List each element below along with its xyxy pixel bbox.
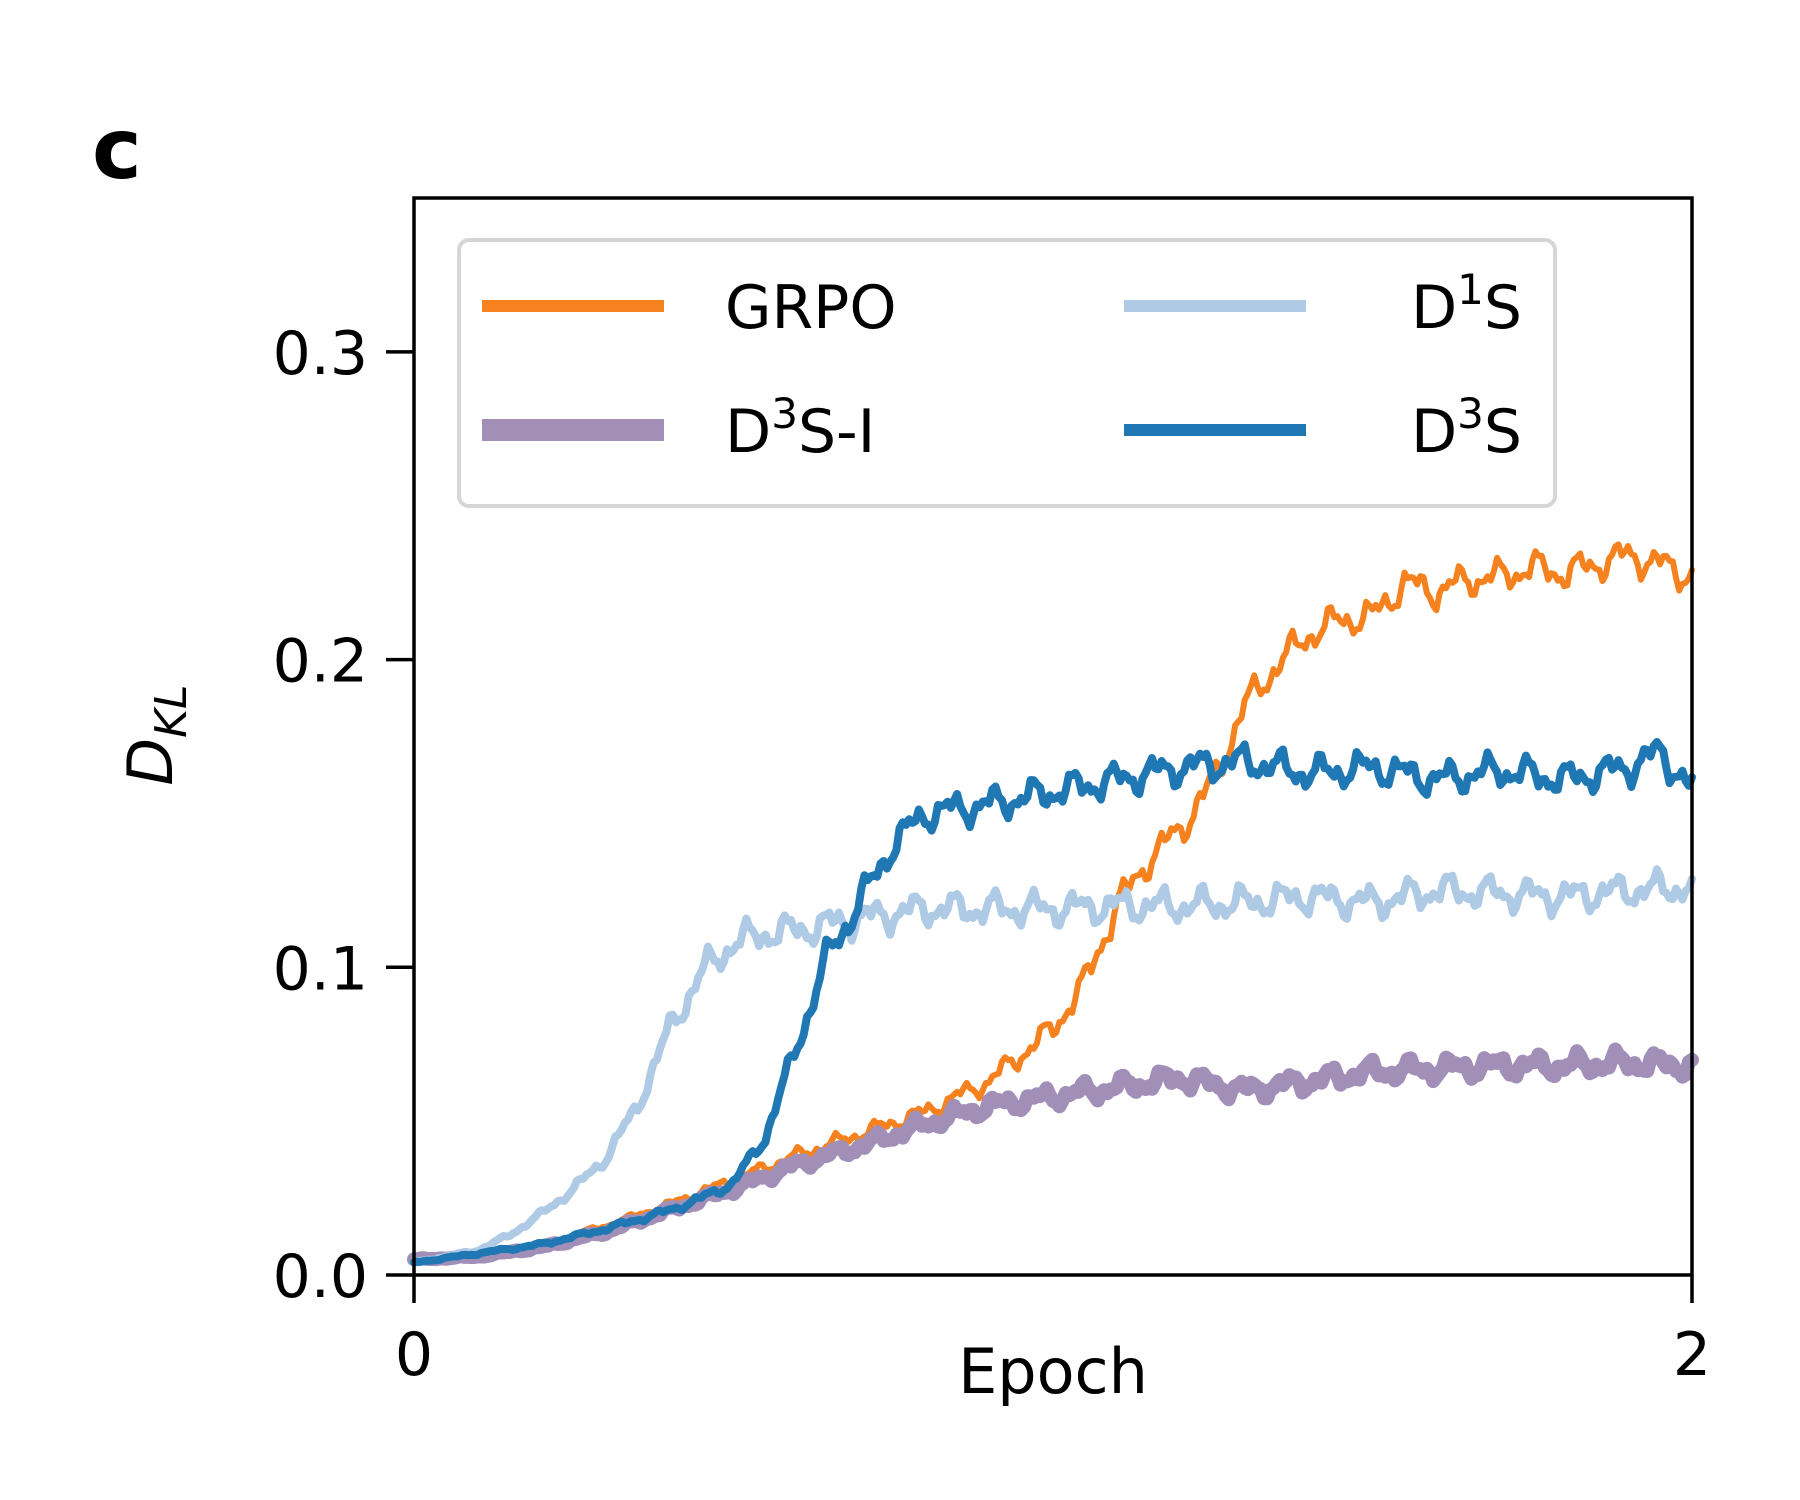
x-tick-label: 0 bbox=[395, 1320, 433, 1390]
legend-item-grpo: GRPO bbox=[482, 273, 897, 343]
legend-item-d3s: D3S bbox=[1124, 389, 1522, 467]
y-axis-label-sub: KL bbox=[146, 684, 197, 737]
series-line-d3s bbox=[410, 738, 1696, 1267]
y-tick-label: 0.1 bbox=[273, 934, 368, 1004]
legend-item-d3s-i: D3S-I bbox=[482, 389, 875, 467]
plot-frame bbox=[412, 196, 1694, 1277]
y-tick-label: 0.3 bbox=[273, 319, 368, 389]
svg-text:DKL: DKL bbox=[114, 684, 197, 785]
y-axis-label-main: D bbox=[114, 738, 187, 786]
legend-label-d3s-i: D3S-I bbox=[725, 389, 875, 467]
legend-label-grpo: GRPO bbox=[725, 273, 897, 343]
legend-frame bbox=[457, 238, 1557, 508]
x-tick-label: 2 bbox=[1673, 1320, 1711, 1390]
y-tick-label: 0.2 bbox=[273, 627, 368, 697]
ticks-layer: 0.0 0.1 0.2 0.3 0 2 bbox=[273, 319, 1712, 1390]
x-axis-label: Epoch bbox=[958, 1335, 1148, 1408]
series-line-d1s bbox=[410, 865, 1696, 1267]
legend-item-d1s: D1S bbox=[1124, 265, 1522, 343]
y-axis-label: DKL bbox=[114, 684, 197, 785]
panel-label: c bbox=[92, 100, 142, 198]
y-tick-label: 0.0 bbox=[273, 1242, 368, 1312]
series-layer bbox=[407, 541, 1699, 1267]
legend-label-d1s: D1S bbox=[1411, 265, 1522, 343]
legend-label-d3s: D3S bbox=[1411, 389, 1522, 467]
legend: GRPO D3S-I D1S D3S bbox=[457, 238, 1557, 508]
